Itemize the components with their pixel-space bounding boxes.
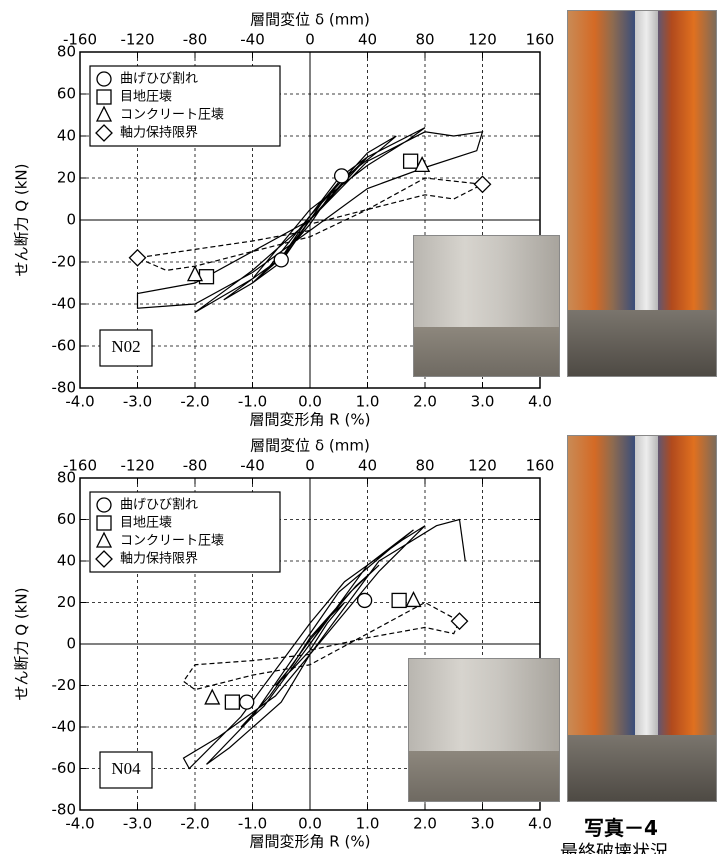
x-tick-label: -3.0 — [123, 815, 152, 833]
x2-tick-label: 0 — [305, 31, 315, 49]
x2-axis-label: 層間変位 δ (mm) — [250, 11, 370, 29]
x2-tick-label: -80 — [183, 457, 208, 475]
x-tick-label: 3.0 — [471, 393, 495, 411]
data-point — [404, 154, 418, 168]
data-point — [358, 593, 372, 607]
y-tick-label: -40 — [52, 295, 77, 313]
y-axis-label: せん断力 Q (kN) — [13, 588, 31, 701]
data-point — [130, 250, 146, 266]
x2-tick-label: -160 — [63, 31, 97, 49]
legend-label: コンクリート圧壊 — [120, 108, 224, 123]
data-point — [475, 176, 491, 192]
data-point — [240, 695, 254, 709]
legend-symbol — [97, 90, 111, 104]
data-point — [407, 592, 421, 606]
data-point — [452, 613, 468, 629]
legend-label: 曲げひび割れ — [120, 497, 198, 513]
x2-tick-label: -80 — [183, 31, 208, 49]
specimen-label: N02 — [111, 337, 140, 356]
specimen-label: N04 — [111, 759, 141, 778]
y-tick-label: 20 — [57, 169, 76, 187]
x-tick-label: -1.0 — [238, 815, 267, 833]
legend-symbol — [97, 498, 111, 512]
y-tick-label: 0 — [66, 635, 76, 653]
legend-symbol — [97, 72, 111, 86]
y-tick-label: 40 — [57, 552, 76, 570]
y-tick-label: 40 — [57, 127, 76, 145]
x-tick-label: 0.0 — [298, 815, 322, 833]
x-tick-label: -2.0 — [180, 393, 209, 411]
y-tick-label: 60 — [57, 510, 76, 528]
column-photo — [567, 10, 717, 377]
legend-label: 目地圧壊 — [120, 90, 172, 105]
y-axis-label: せん断力 Q (kN) — [13, 164, 31, 277]
legend-label: 目地圧壊 — [120, 516, 172, 531]
data-point — [200, 270, 214, 284]
x2-tick-label: 40 — [358, 457, 377, 475]
x-tick-label: 4.0 — [528, 815, 552, 833]
x2-tick-label: -40 — [240, 457, 265, 475]
caption-title: 写真－4 — [584, 812, 658, 841]
x2-tick-label: 0 — [305, 457, 315, 475]
legend-label: コンクリート圧壊 — [120, 534, 224, 549]
x2-tick-label: 80 — [415, 457, 434, 475]
data-point — [335, 169, 349, 183]
x-tick-label: 2.0 — [413, 393, 437, 411]
x-tick-label: 3.0 — [471, 815, 495, 833]
x-axis-label: 層間変形角 R (%) — [250, 411, 371, 429]
x2-tick-label: -40 — [240, 31, 265, 49]
inset-photo — [408, 658, 560, 802]
x-tick-label: 0.0 — [298, 393, 322, 411]
x-tick-label: -3.0 — [123, 393, 152, 411]
x-tick-label: -2.0 — [180, 815, 209, 833]
y-tick-label: 60 — [57, 85, 76, 103]
y-tick-label: -60 — [52, 759, 77, 777]
legend-label: 曲げひび割れ — [120, 71, 198, 87]
y-tick-label: 20 — [57, 593, 76, 611]
x-axis-label: 層間変形角 R (%) — [250, 833, 371, 851]
y-tick-label: -20 — [52, 676, 77, 694]
x-tick-label: 4.0 — [528, 393, 552, 411]
x2-tick-label: 120 — [468, 31, 497, 49]
x2-tick-label: 120 — [468, 457, 497, 475]
x2-tick-label: 40 — [358, 31, 377, 49]
x-tick-label: -1.0 — [238, 393, 267, 411]
x-tick-label: -4.0 — [65, 815, 94, 833]
x2-tick-label: -120 — [120, 457, 154, 475]
x-tick-label: 1.0 — [356, 393, 380, 411]
column-photo — [567, 435, 717, 802]
legend-label: 軸力保持限界 — [120, 552, 198, 567]
x2-tick-label: -160 — [63, 457, 97, 475]
y-tick-label: -40 — [52, 718, 77, 736]
legend-label: 軸力保持限界 — [120, 126, 198, 141]
x-tick-label: 2.0 — [413, 815, 437, 833]
data-point — [274, 253, 288, 267]
y-tick-label: -20 — [52, 253, 77, 271]
data-point — [205, 690, 219, 704]
caption-subtitle: 最終破壊状況 — [560, 838, 668, 854]
page: -80 -60 -40 -20 0 20 40 60 80 -4.0 -3.0 -2.0 -1.0 0.0… — [0, 0, 720, 854]
x2-axis-label: 層間変位 δ (mm) — [250, 437, 370, 455]
x2-tick-label: 80 — [415, 31, 434, 49]
x2-tick-label: 160 — [526, 457, 555, 475]
data-point — [225, 695, 239, 709]
x-tick-label: 1.0 — [356, 815, 380, 833]
data-point — [392, 593, 406, 607]
inset-photo — [413, 235, 560, 377]
x2-tick-label: -120 — [120, 31, 154, 49]
y-tick-label: 0 — [66, 211, 76, 229]
x2-tick-label: 160 — [526, 31, 555, 49]
y-tick-label: -60 — [52, 337, 77, 355]
legend-symbol — [97, 516, 111, 530]
x-tick-label: -4.0 — [65, 393, 94, 411]
